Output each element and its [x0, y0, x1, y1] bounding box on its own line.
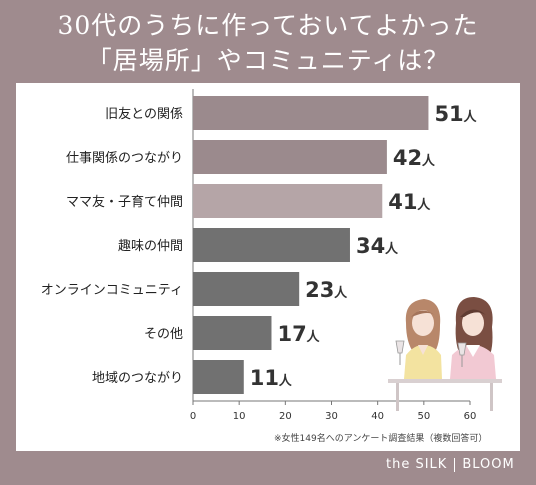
category-label: 趣味の仲間	[118, 239, 183, 254]
value-unit-label: 人	[334, 285, 348, 301]
chart-footnote: ※女性149名へのアンケート調査結果（複数回答可）	[274, 434, 488, 444]
category-label: ママ友・子育て仲間	[66, 194, 183, 210]
value-unit-label: 人	[279, 373, 293, 389]
x-tick-label: 40	[371, 411, 384, 422]
value-label: 42	[393, 146, 422, 170]
x-tick-label: 30	[325, 411, 338, 422]
category-label: 地域のつながり	[92, 371, 183, 386]
value-unit-label: 人	[306, 329, 320, 345]
bar	[193, 184, 383, 218]
value-label: 23	[305, 278, 334, 302]
value-label: 34	[356, 234, 385, 258]
value-label: 51	[434, 102, 463, 126]
x-tick-label: 0	[190, 411, 196, 422]
category-label: オンラインコミュニティ	[41, 283, 183, 298]
chart-title-line-2: 「居場所」やコミュニティは？	[86, 46, 450, 75]
brand-divider	[454, 457, 456, 472]
value-label: 11	[250, 366, 279, 390]
category-label: その他	[144, 327, 183, 342]
value-unit-label: 人	[417, 197, 431, 213]
bar	[193, 272, 300, 306]
value-label: 17	[277, 322, 306, 346]
bar	[193, 140, 387, 174]
bar	[193, 228, 350, 262]
brand-name-left: the SILK	[386, 457, 448, 472]
value-unit-label: 人	[385, 241, 399, 257]
value-label: 41	[388, 190, 417, 214]
category-label: 仕事関係のつながり	[66, 151, 183, 166]
x-tick-label: 20	[279, 411, 292, 422]
bar	[193, 360, 244, 394]
bar	[193, 316, 272, 350]
value-unit-label: 人	[463, 109, 477, 125]
category-label: 旧友との関係	[105, 106, 183, 122]
brand-logo: the SILK BLOOM	[386, 457, 515, 472]
value-unit-label: 人	[422, 153, 436, 169]
x-tick-label: 60	[464, 411, 477, 422]
chart-title-line-1: 30代のうちに作っておいてよかった	[57, 11, 479, 40]
x-tick-label: 50	[417, 411, 430, 422]
brand-name-right: BLOOM	[462, 457, 515, 472]
chart-panel: 旧友との関係 51 人仕事関係のつながり 42 人ママ友・子育て仲間 41 人趣味の仲間 34…	[16, 83, 520, 451]
bar	[193, 96, 429, 130]
women-toasting-illustration	[388, 297, 502, 411]
x-tick-label: 10	[233, 411, 246, 422]
